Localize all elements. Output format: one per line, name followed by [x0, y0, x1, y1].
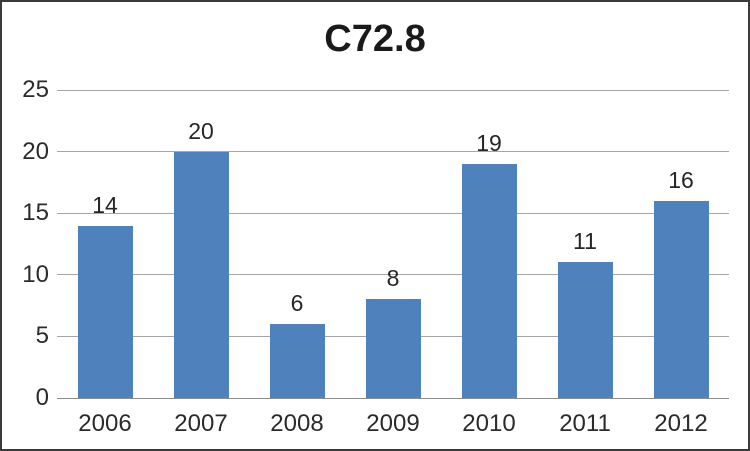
- bar-value-label: 20: [188, 117, 214, 144]
- bar-value-label: 11: [573, 228, 597, 255]
- bar-2006[interactable]: [77, 225, 133, 398]
- bar-value-label: 14: [92, 191, 118, 218]
- y-axis-tick-label: 15: [22, 199, 49, 227]
- gridline: [57, 89, 729, 91]
- bar-2009[interactable]: [365, 299, 421, 398]
- y-axis-tick-label: 0: [35, 384, 49, 411]
- x-axis-tick-label: 2007: [174, 410, 228, 437]
- bar-value-label: 8: [386, 265, 400, 292]
- x-axis-tick-label: 2006: [78, 410, 132, 437]
- bar-value-label: 19: [476, 129, 502, 156]
- x-axis-line: [57, 397, 729, 399]
- x-axis-tick-label: 2008: [270, 410, 324, 437]
- gridline: [57, 151, 729, 153]
- gridline: [57, 274, 729, 276]
- y-axis-tick-label: 20: [22, 137, 49, 165]
- bar-2010[interactable]: [461, 163, 517, 398]
- gridline: [57, 212, 729, 214]
- bar-value-label: 6: [290, 290, 304, 317]
- x-axis-tick-label: 2011: [559, 410, 611, 437]
- bar-value-label: 16: [668, 166, 694, 193]
- y-axis-tick-label: 5: [35, 322, 49, 350]
- y-axis-tick-label: 25: [22, 76, 49, 103]
- x-axis-tick-label: 2010: [462, 410, 516, 437]
- bar-2011[interactable]: [557, 262, 613, 398]
- bar-2007[interactable]: [173, 151, 229, 398]
- x-axis-tick-label: 2009: [366, 410, 420, 437]
- bar-2008[interactable]: [269, 324, 325, 398]
- y-axis-tick-label: 10: [22, 260, 49, 288]
- chart-title: C72.8: [324, 18, 426, 60]
- bar-2012[interactable]: [653, 200, 709, 398]
- x-axis-tick-label: 2012: [654, 410, 708, 437]
